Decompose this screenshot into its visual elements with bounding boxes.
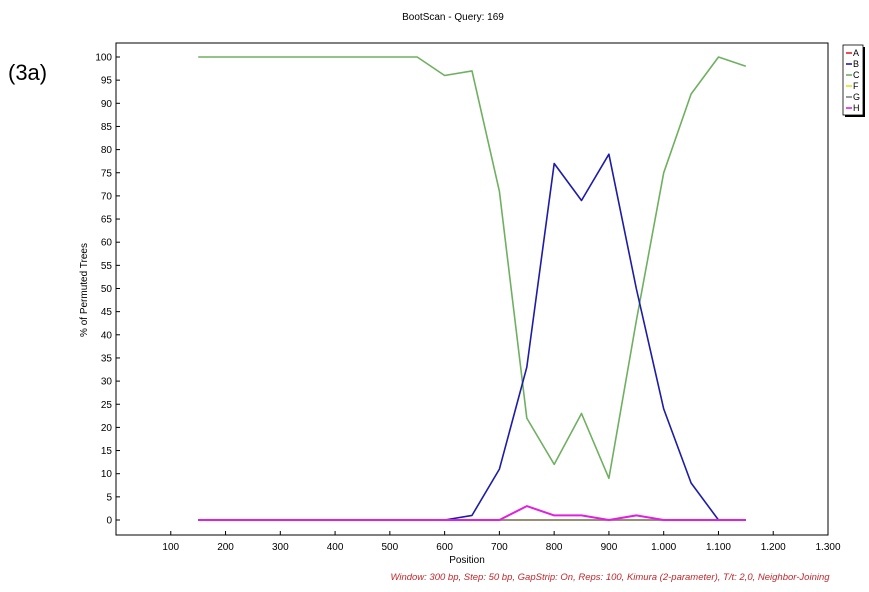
y-tick-label: 40 bbox=[101, 330, 113, 341]
legend-label-G: G bbox=[853, 92, 860, 102]
y-axis: 0 5 10 15 20 25 30 35 40 45 50 55 60 65 70 75 80 85 90 95 10… bbox=[95, 53, 120, 527]
plot-area bbox=[115, 42, 829, 536]
y-tick-label: 0 bbox=[106, 516, 112, 527]
x-tick-label: 100 bbox=[162, 542, 179, 553]
y-tick-label: 65 bbox=[101, 215, 113, 226]
y-tick-label: 50 bbox=[101, 284, 113, 295]
x-tick-label: 600 bbox=[436, 542, 453, 553]
y-tick-label: 100 bbox=[95, 53, 112, 64]
y-tick-label: 90 bbox=[101, 99, 113, 110]
series-lines bbox=[198, 56, 747, 521]
series-line-C bbox=[198, 56, 747, 480]
y-tick-label: 25 bbox=[101, 400, 113, 411]
series-line-H bbox=[198, 505, 746, 521]
x-tick-label: 1.200 bbox=[761, 542, 786, 553]
y-tick-label: 55 bbox=[101, 261, 113, 272]
legend-label-C: C bbox=[853, 70, 860, 80]
x-tick-label: 500 bbox=[382, 542, 399, 553]
legend-label-H: H bbox=[853, 103, 860, 113]
y-tick-label: 30 bbox=[101, 377, 113, 388]
y-tick-label: 10 bbox=[101, 469, 113, 480]
x-tick-label: 1.000 bbox=[651, 542, 676, 553]
legend-label-F: F bbox=[853, 81, 859, 91]
y-tick-label: 20 bbox=[101, 423, 113, 434]
x-tick-label: 400 bbox=[327, 542, 344, 553]
y-tick-label: 75 bbox=[101, 168, 113, 179]
legend-label-A: A bbox=[853, 48, 859, 58]
y-tick-label: 60 bbox=[101, 238, 113, 249]
legend-label-B: B bbox=[853, 59, 859, 69]
x-tick-label: 900 bbox=[601, 542, 618, 553]
y-tick-label: 70 bbox=[101, 191, 113, 202]
x-tick-label: 300 bbox=[272, 542, 289, 553]
x-axis: 100 200 300 400 500 600 700 800 900 1.000 1.100 1.2… bbox=[162, 531, 841, 553]
x-tick-label: 1.300 bbox=[815, 542, 840, 553]
y-tick-label: 15 bbox=[101, 446, 113, 457]
y-tick-label: 85 bbox=[101, 122, 113, 133]
y-tick-label: 80 bbox=[101, 145, 113, 156]
x-tick-label: 700 bbox=[491, 542, 508, 553]
y-tick-label: 95 bbox=[101, 76, 113, 87]
y-tick-label: 5 bbox=[106, 492, 112, 503]
y-tick-label: 45 bbox=[101, 307, 113, 318]
panel-label: (3a) bbox=[8, 60, 48, 85]
chart-footer: Window: 300 bp, Step: 50 bp, GapStrip: O… bbox=[390, 572, 830, 583]
y-tick-label: 35 bbox=[101, 353, 113, 364]
x-tick-label: 800 bbox=[546, 542, 563, 553]
x-axis-label: Position bbox=[449, 555, 485, 566]
x-tick-label: 200 bbox=[217, 542, 234, 553]
chart-title: BootScan - Query: 169 bbox=[402, 12, 504, 23]
x-tick-label: 1.100 bbox=[706, 542, 731, 553]
y-axis-label: % of Permuted Trees bbox=[79, 243, 90, 337]
